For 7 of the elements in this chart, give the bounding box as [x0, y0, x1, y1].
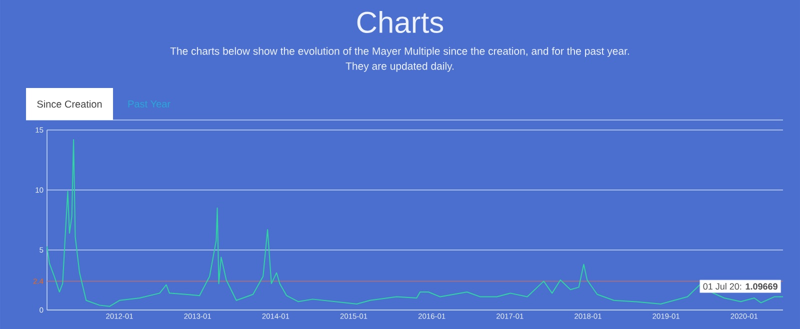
annotation: 01 Jul 20: 1.09669 — [703, 283, 778, 290]
line-series — [46, 139, 784, 307]
chart-title: Charts — [357, 10, 444, 34]
text: Past Year — [128, 100, 170, 108]
text: They are updated daily. — [346, 62, 454, 72]
chart-subtitle: The charts below show the evolution of the Mayer Multiple since the creation, and for the past year. — [170, 47, 629, 57]
text: Since Creation — [37, 100, 102, 108]
